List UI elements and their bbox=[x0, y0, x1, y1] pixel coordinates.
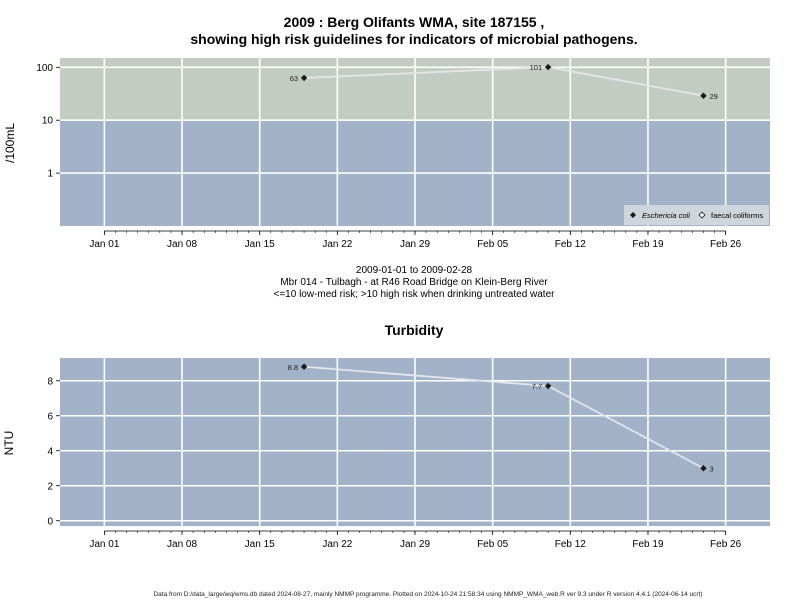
x-tick-label: Jan 29 bbox=[400, 239, 430, 250]
caption-date-range: 2009-01-01 to 2009-02-28 bbox=[356, 265, 473, 276]
caption-risk: <=10 low-med risk; >10 high risk when dr… bbox=[274, 289, 556, 300]
y-tick-label: 4 bbox=[47, 446, 53, 457]
data-point bbox=[544, 382, 552, 390]
data-point bbox=[544, 63, 552, 71]
chart-title: 2009 : Berg Olifants WMA, site 187155 , bbox=[284, 14, 545, 30]
turbidity-title: Turbidity bbox=[385, 322, 444, 338]
legend-faecal-marker bbox=[698, 211, 706, 219]
y-tick-label: 1 bbox=[47, 169, 53, 180]
x-tick-label: Jan 22 bbox=[322, 539, 352, 550]
microbial-panel: 1 10 100 Jan 01 Jan 08 Jan 15 Jan 22 Jan 29 Feb … bbox=[36, 58, 770, 250]
x-tick-label: Feb 26 bbox=[710, 239, 742, 250]
legend-faecal-label: faecal coliforms bbox=[711, 211, 763, 220]
y-tick-label: 0 bbox=[47, 516, 53, 527]
data-point bbox=[700, 92, 707, 99]
data-label: 29 bbox=[709, 92, 717, 101]
x-tick-label: Feb 19 bbox=[632, 539, 664, 550]
data-point bbox=[300, 74, 308, 82]
x-tick-label: Feb 26 bbox=[710, 539, 742, 550]
y-tick-label: 100 bbox=[36, 63, 53, 74]
data-label: 8.8 bbox=[288, 363, 298, 372]
x-tick-label: Jan 15 bbox=[245, 239, 275, 250]
data-label: 7.7 bbox=[532, 382, 542, 391]
y-tick-label: 2 bbox=[47, 481, 53, 492]
data-label: 101 bbox=[530, 63, 543, 72]
x-tick-label: Feb 12 bbox=[555, 239, 587, 250]
x-tick-label: Jan 01 bbox=[89, 239, 119, 250]
data-point bbox=[300, 363, 308, 370]
x-tick-label: Jan 01 bbox=[89, 539, 119, 550]
y-tick-label: 6 bbox=[47, 411, 53, 422]
x-tick-label: Feb 05 bbox=[477, 239, 509, 250]
legend-ecoli-marker bbox=[630, 212, 636, 218]
microbial-ylabel: /100mL bbox=[3, 123, 17, 163]
x-tick-label: Jan 08 bbox=[167, 539, 197, 550]
turbidity-panel: 0 2 4 6 8 Jan 01 Jan 08 Jan 15 Jan 22 Jan 29 Feb 0… bbox=[47, 358, 770, 550]
legend-ecoli-label: Eschericia coli bbox=[642, 211, 690, 220]
y-tick-label: 10 bbox=[42, 116, 54, 127]
x-tick-label: Jan 15 bbox=[245, 539, 275, 550]
x-tick-label: Feb 05 bbox=[477, 539, 509, 550]
turbidity-ylabel: NTU bbox=[2, 431, 16, 456]
y-tick-label: 8 bbox=[47, 376, 53, 387]
legend-box bbox=[624, 205, 769, 225]
x-tick-label: Feb 12 bbox=[555, 539, 587, 550]
legend: Eschericia coli faecal coliforms bbox=[624, 205, 769, 225]
data-label: 63 bbox=[290, 74, 298, 83]
caption-site: Mbr 014 - Tulbagh - at R46 Road Bridge o… bbox=[280, 277, 548, 288]
x-tick-label: Jan 08 bbox=[167, 239, 197, 250]
data-label: 3 bbox=[709, 464, 713, 473]
x-tick-label: Jan 29 bbox=[400, 539, 430, 550]
footer-note: Data from D:/data_large/wq/wms.db dated … bbox=[153, 591, 702, 598]
chart-subtitle: showing high risk guidelines for indicat… bbox=[190, 31, 637, 47]
x-tick-label: Feb 19 bbox=[632, 239, 664, 250]
data-point bbox=[700, 465, 707, 472]
x-tick-label: Jan 22 bbox=[322, 239, 352, 250]
